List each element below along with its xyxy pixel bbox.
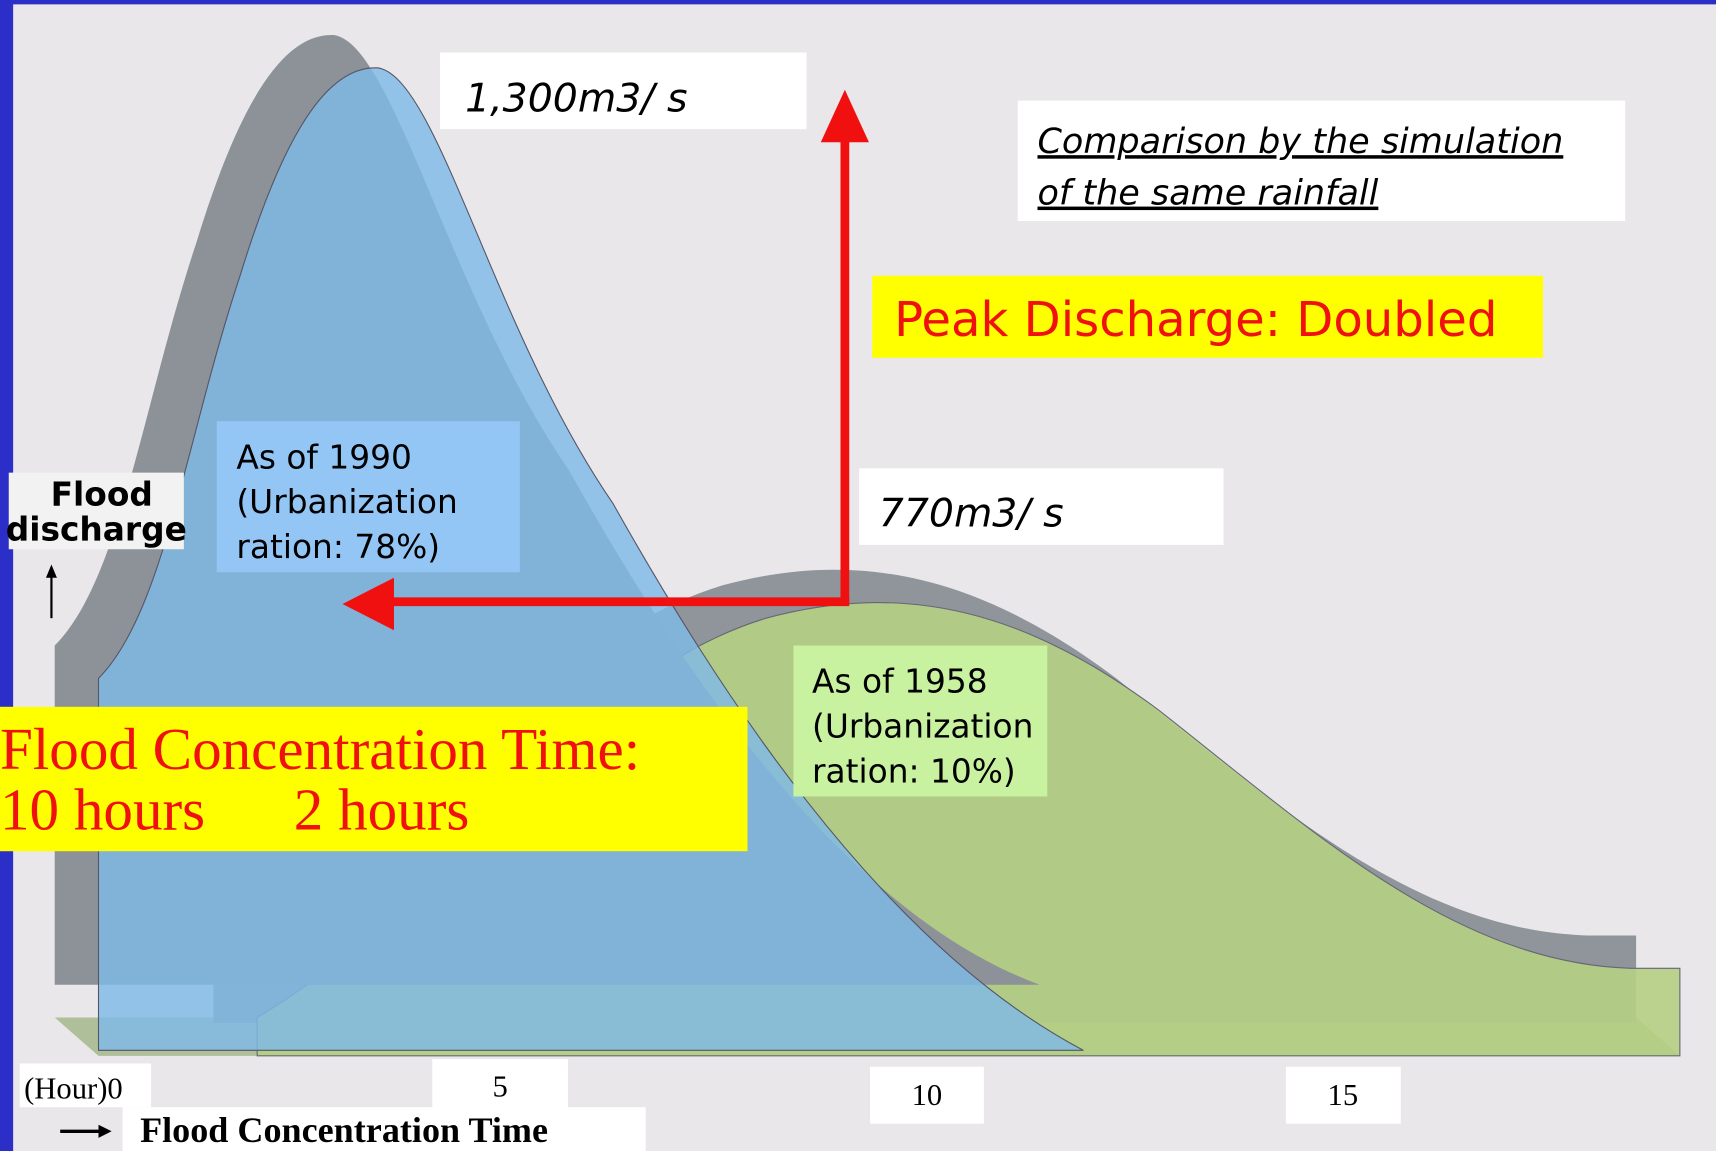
x-tick-label: 5 xyxy=(492,1069,507,1103)
axis-label-box xyxy=(8,472,184,550)
axis-label-box xyxy=(122,1107,646,1151)
note-line: of the same rainfall xyxy=(1037,174,1378,214)
peak-1990-label: 1,300m3/ s xyxy=(465,76,687,122)
tick-box xyxy=(1285,1066,1401,1124)
label-box xyxy=(439,52,807,130)
x-tick-label: (Hour)0 xyxy=(24,1071,123,1105)
time-callout: 10 hours 2 hours xyxy=(0,776,469,842)
note-box xyxy=(1017,100,1626,222)
arrow-head xyxy=(342,577,394,631)
time-callout: Flood Concentration Time: xyxy=(0,716,640,782)
peak-1958-label: 770m3/ s xyxy=(879,490,1064,536)
label-box xyxy=(859,468,1224,545)
tick-box xyxy=(19,1063,152,1108)
x-axis-label: Flood Concentration Time xyxy=(140,1110,548,1150)
curve-1990-label: (Urbanization xyxy=(236,483,457,521)
callout-box xyxy=(872,275,1544,358)
curve-1958-label: As of 1958 xyxy=(812,663,988,701)
curve-1958-label: ration: 10%) xyxy=(812,752,1016,790)
legend-box xyxy=(216,421,520,573)
x-axis-arrow-head xyxy=(98,1124,112,1138)
legend-box xyxy=(793,645,1048,797)
curve-1990-label: As of 1990 xyxy=(236,438,412,476)
curve-1990-label: ration: 78%) xyxy=(236,528,440,566)
peak-callout: Peak Discharge: Doubled xyxy=(894,292,1497,348)
tick-box xyxy=(432,1059,568,1109)
callout-box xyxy=(0,706,748,852)
curve-1958-label: (Urbanization xyxy=(812,707,1033,745)
y-axis-arrow-head xyxy=(45,564,57,578)
y-axis-label: discharge xyxy=(6,510,187,548)
arrow-head xyxy=(820,89,869,143)
note-line: Comparison by the simulation xyxy=(1037,122,1563,162)
x-tick-label: 15 xyxy=(1327,1078,1358,1112)
tick-box xyxy=(870,1066,984,1124)
y-axis-label: Flood xyxy=(51,475,153,513)
x-tick-label: 10 xyxy=(912,1078,943,1112)
